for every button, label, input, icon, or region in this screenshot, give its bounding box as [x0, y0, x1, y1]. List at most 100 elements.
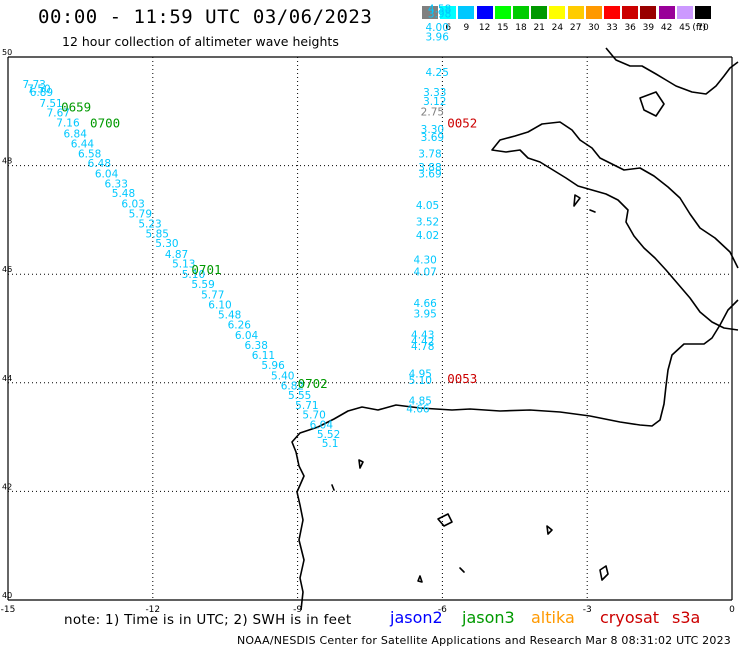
swh-value: 5.48 [112, 188, 135, 200]
altimeter-tracks: 7.737.506.897.517.677.166.846.446.586.48… [22, 3, 477, 449]
time-label: 0700 [90, 116, 120, 131]
lon-tick-label: -9 [293, 605, 302, 615]
legend-swatch [440, 6, 457, 19]
lat-tick-label: 46 [2, 265, 12, 274]
swh-value: 4.66 [413, 298, 437, 310]
satellite-name: cryosat [600, 608, 660, 627]
swh-value: 6.38 [245, 340, 268, 352]
swh-value: 4.87 [165, 249, 188, 261]
island-1 [639, 91, 665, 117]
swh-value: 3.88 [418, 162, 441, 174]
legend-label: 36 [624, 23, 636, 33]
island-4 [599, 565, 609, 581]
legend-label: 12 [478, 23, 491, 33]
swh-value: 3.69 [418, 169, 441, 181]
swh-value: 2.75 [421, 107, 444, 119]
satellite-name: jason3 [462, 608, 515, 627]
swh-value: 5.85 [146, 228, 169, 240]
satellite-name: altika [531, 608, 575, 627]
swh-value: 5.55 [288, 390, 311, 402]
legend-label: 33 [606, 23, 618, 33]
legend-swatch [567, 6, 584, 19]
lon-tick-label: -15 [1, 605, 16, 615]
swh-value: 6.33 [105, 178, 128, 190]
swh-value: 5.52 [317, 429, 340, 441]
legend-label: 18 [515, 23, 527, 33]
swh-value: 4.95 [409, 368, 432, 380]
swh-value: 5.77 [201, 290, 224, 302]
legend-swatch [676, 6, 693, 19]
legend-label: 27 [569, 23, 582, 33]
legend-swatch [531, 6, 548, 19]
swh-value: 5.23 [138, 219, 161, 231]
swh-value: 6.04 [95, 169, 119, 181]
swh-value: 4.85 [409, 396, 432, 408]
swh-value: 5.30 [155, 238, 178, 250]
time-label: 0659 [61, 99, 91, 114]
swh-value: 6.44 [71, 139, 95, 151]
legend-label: 70 [697, 23, 709, 33]
lon-tick-label: -6 [438, 605, 447, 615]
swh-value: 5.71 [295, 400, 318, 412]
swh-value: 3.33 [423, 87, 446, 99]
swh-value: 5.10 [182, 269, 205, 281]
swh-value: 6.04 [235, 330, 259, 342]
lon-tick-label: 0 [729, 605, 735, 615]
lat-tick-label: 48 [2, 157, 12, 166]
chart-subtitle: 12 hour collection of altimeter wave hei… [62, 34, 339, 49]
time-label: 0701 [191, 262, 221, 277]
swh-value: 3.30 [421, 124, 444, 136]
island-7 [459, 567, 465, 573]
swh-value: 6.82 [281, 380, 304, 392]
coastline [291, 47, 739, 611]
lat-tick-label: 40 [2, 591, 12, 600]
swh-value: 7.73 [22, 79, 45, 91]
swh-value: 4.00 [426, 22, 449, 34]
legend-swatch [585, 6, 602, 19]
legend-swatch [622, 6, 639, 19]
island-8 [331, 484, 335, 491]
legend-swatch [476, 6, 493, 19]
swh-value: 3.69 [421, 132, 444, 144]
swh-value: 5.79 [129, 209, 152, 221]
time-label: 0053 [447, 371, 477, 386]
lat-tick-label: 42 [2, 482, 12, 491]
swh-value: 4.25 [426, 67, 449, 79]
lon-tick-label: -3 [583, 605, 592, 615]
swh-value: 3.52 [416, 216, 439, 228]
time-label: 0052 [447, 116, 477, 131]
swh-value: 4.43 [411, 329, 434, 341]
legend-swatch [458, 6, 475, 19]
swh-value: 6.10 [208, 299, 231, 311]
swh-value: 4.05 [416, 200, 439, 212]
legend-swatch [549, 6, 566, 19]
satellite-name: jason2 [390, 608, 443, 627]
swh-value: 3.96 [426, 32, 450, 44]
legend-swatch [494, 6, 511, 19]
swh-value: 5.1 [322, 438, 339, 450]
swh-value: 4.02 [416, 230, 439, 242]
swh-value: 4.30 [413, 254, 436, 266]
axis-tick-labels: -15 -12 -9 -6 -3 0 50 48 46 44 42 40 [1, 48, 735, 615]
swh-value: 3.98 [428, 8, 451, 20]
island-3 [546, 525, 553, 535]
legend-swatch [640, 6, 657, 19]
legend-label: 15 [497, 23, 509, 33]
island-6 [417, 575, 423, 583]
swh-value: 7.67 [47, 108, 70, 120]
swh-value: 3.78 [418, 148, 441, 160]
island-10 [589, 209, 596, 213]
iberia-coast [291, 299, 739, 611]
swh-value: 7.51 [39, 98, 62, 110]
swh-value: 5.59 [191, 279, 214, 291]
swh-value: 5.70 [302, 410, 325, 422]
legend-swatch [695, 6, 711, 19]
swh-value: 5.96 [261, 360, 285, 372]
swh-value: 3.95 [413, 309, 436, 321]
swh-value: 5.10 [409, 375, 432, 387]
chart-title: 00:00 - 11:59 UTC 03/06/2023 [38, 6, 373, 28]
swh-value: 5.48 [218, 310, 241, 322]
swh-value: 4.07 [413, 266, 436, 278]
swh-value: 6.84 [64, 128, 88, 140]
